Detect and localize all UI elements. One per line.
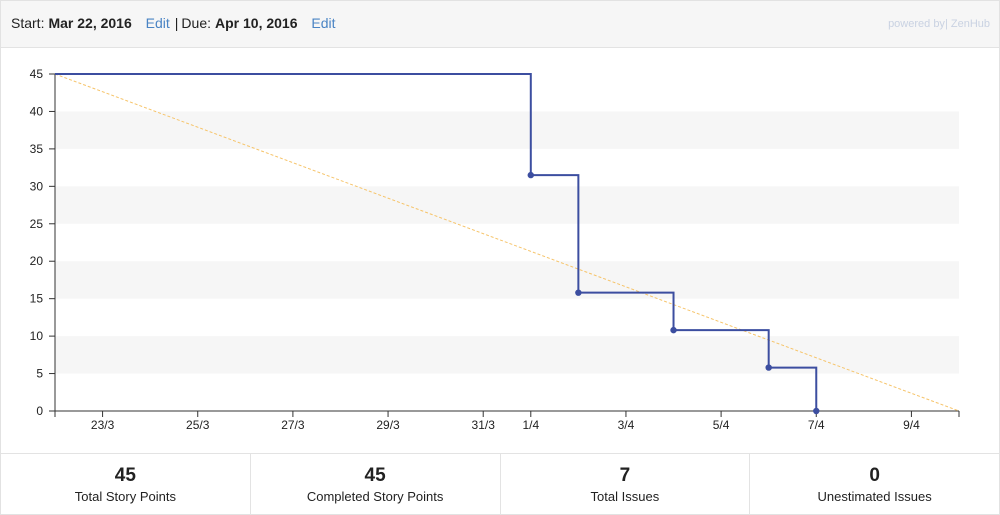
- edit-start-date-link[interactable]: Edit: [145, 15, 170, 31]
- y-tick-label: 5: [36, 367, 43, 381]
- powered-by-prefix: powered by: [888, 18, 945, 30]
- stats-bar: 45 Total Story Points 45 Completed Story…: [1, 453, 999, 515]
- burndown-point: [765, 364, 772, 371]
- x-tick-label: 29/3: [376, 418, 400, 432]
- y-tick-label: 10: [30, 329, 44, 343]
- x-tick-label: 7/4: [808, 418, 825, 432]
- stat-total-story-points: 45 Total Story Points: [1, 454, 251, 515]
- x-tick-label: 5/4: [713, 418, 730, 432]
- grid-band: [55, 186, 959, 224]
- stat-total-issues: 7 Total Issues: [501, 454, 751, 515]
- x-tick-label: 3/4: [618, 418, 635, 432]
- stat-value: 45: [114, 465, 136, 486]
- stat-value: 0: [869, 465, 880, 486]
- actual-burndown-line: [55, 73, 818, 411]
- x-tick-label: 25/3: [186, 418, 210, 432]
- y-tick-label: 20: [30, 254, 44, 268]
- stat-value: 7: [619, 465, 631, 486]
- stat-label: Completed Story Points: [306, 489, 444, 504]
- due-label: Due:: [181, 15, 211, 31]
- stat-label: Unestimated Issues: [817, 489, 932, 504]
- y-tick-label: 40: [30, 104, 44, 118]
- x-tick-label: 1/4: [522, 418, 539, 432]
- stat-completed-story-points: 45 Completed Story Points: [251, 454, 501, 515]
- burndown-point: [575, 289, 582, 296]
- y-tick-label: 0: [36, 404, 43, 418]
- y-tick-label: 45: [30, 67, 44, 81]
- stat-label: Total Story Points: [74, 489, 176, 504]
- date-range: Start: Mar 22, 2016 Edit | Due: Apr 10, 2016…: [11, 15, 336, 31]
- stat-label: Total Issues: [590, 489, 660, 504]
- x-tick-label: 9/4: [903, 418, 920, 432]
- x-tick-label: 31/3: [472, 418, 496, 432]
- y-tick-label: 25: [30, 217, 44, 231]
- grid-band: [55, 261, 959, 299]
- edit-due-date-link[interactable]: Edit: [311, 15, 336, 31]
- grid-band: [55, 336, 959, 374]
- ideal-burndown-line: [54, 73, 960, 412]
- burndown-chart: 0 5 10 15 20 25 30 35 40 45 23/3 25/3 27/3 29/3 31/3 1/…: [30, 67, 960, 432]
- burndown-point: [670, 326, 677, 334]
- y-tick-label: 35: [30, 142, 44, 156]
- x-tick-label: 27/3: [281, 418, 305, 432]
- burndown-point: [813, 407, 820, 415]
- stat-value: 45: [364, 465, 386, 486]
- date-separator: |: [174, 15, 179, 31]
- y-tick-label: 30: [30, 179, 44, 193]
- due-date: Apr 10, 2016: [215, 15, 298, 31]
- y-tick-label: 15: [30, 292, 44, 306]
- zenhub-brand: ZenHub: [950, 18, 990, 30]
- report-header: Start: Mar 22, 2016 Edit | Due: Apr 10, 2016…: [1, 1, 999, 48]
- stat-unestimated-issues: 0 Unestimated Issues: [750, 454, 999, 515]
- x-tick-label: 23/3: [91, 418, 115, 432]
- grid-band: [55, 111, 959, 149]
- start-label: Start:: [11, 15, 45, 31]
- burndown-point: [527, 171, 534, 179]
- start-date: Mar 22, 2016: [48, 15, 132, 31]
- powered-by[interactable]: powered by| ZenHub: [888, 18, 990, 30]
